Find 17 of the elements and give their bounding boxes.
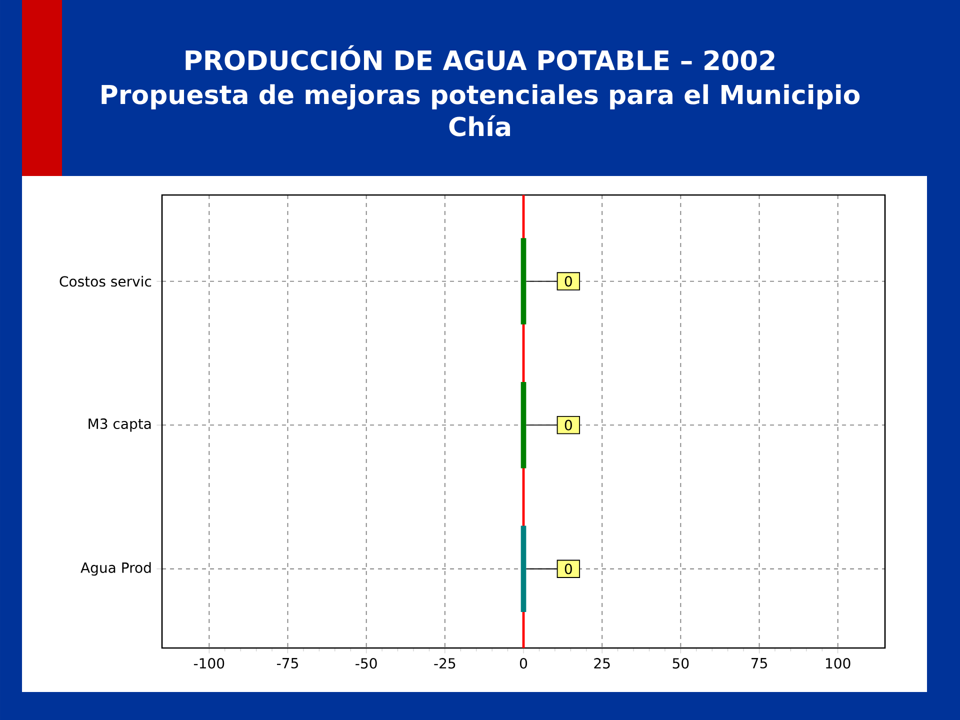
x-tick-label: 50 (672, 658, 689, 669)
x-tick-label: -50 (356, 658, 377, 669)
y-tick-label: Agua Prod (80, 562, 151, 576)
data-label: 0 (564, 564, 572, 574)
x-tick-label: -75 (277, 658, 298, 668)
chart-subtitle: Propuesta de mejoras potenciales para el Municipio Chía (102, 84, 860, 136)
x-tick-label: 25 (594, 658, 610, 669)
chart-title: PRODUCCIÓN DE AGUA POTABLE – 2002 (186, 45, 774, 70)
x-tick-label: 100 (826, 658, 850, 669)
x-tick-label: -100 (194, 658, 224, 669)
y-tick-label: Costos servic (60, 276, 152, 287)
x-tick-label: 0 (520, 658, 528, 669)
data-label: 0 (564, 276, 572, 287)
x-tick-label: 75 (752, 658, 767, 668)
x-tick-label: -25 (434, 658, 456, 669)
data-label: 0 (564, 420, 572, 430)
y-tick-label: M3 capta (88, 418, 151, 432)
